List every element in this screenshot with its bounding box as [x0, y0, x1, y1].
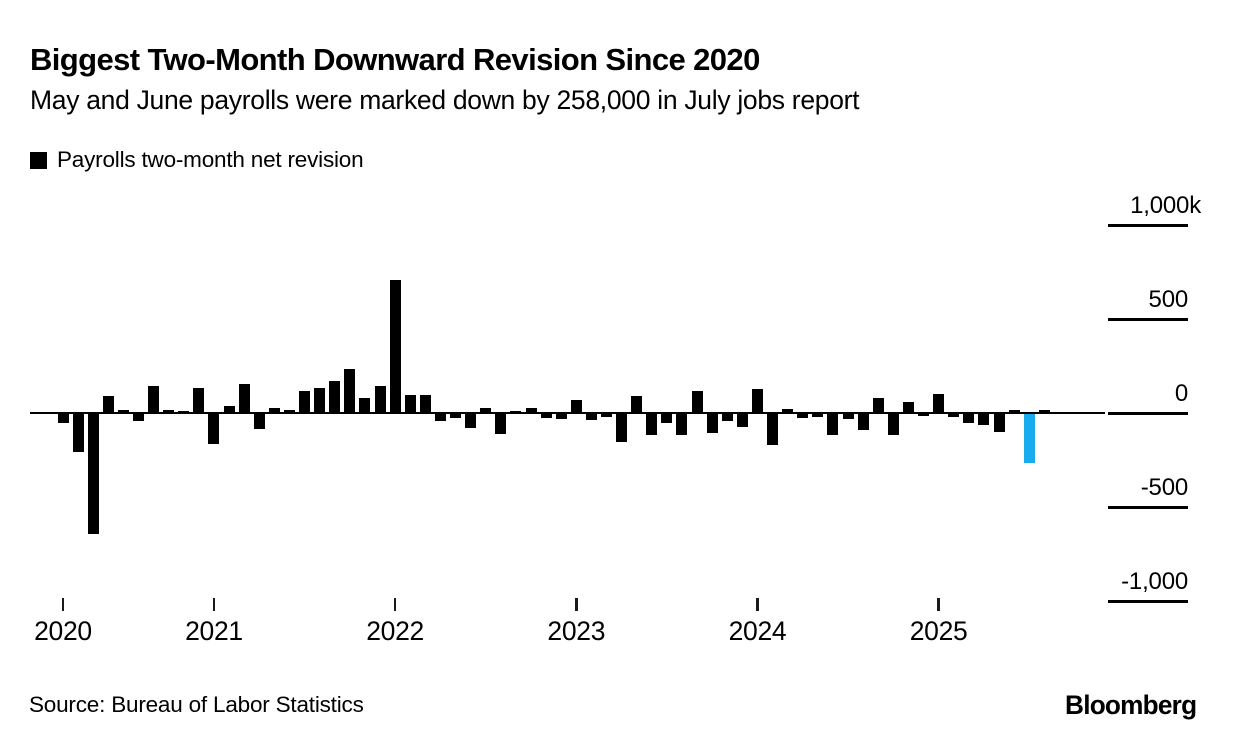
bar — [208, 414, 220, 444]
legend: Payrolls two-month net revision — [30, 147, 364, 172]
bar — [314, 387, 326, 413]
bar — [329, 381, 341, 413]
bar — [495, 414, 507, 435]
bar — [283, 410, 295, 413]
bar — [344, 368, 356, 413]
x-axis-year-label: 2025 — [909, 616, 968, 646]
bar — [450, 414, 462, 419]
x-axis-year-label: 2023 — [547, 616, 606, 646]
bar — [933, 394, 945, 413]
bar — [510, 410, 522, 413]
bar — [299, 390, 311, 413]
bar — [555, 414, 567, 420]
bar — [812, 414, 824, 417]
bar — [57, 414, 69, 424]
bar — [646, 414, 658, 435]
bar — [857, 414, 869, 431]
bar — [736, 414, 748, 428]
highlighted-bar — [1023, 414, 1035, 463]
bar — [1008, 409, 1020, 413]
bar — [404, 395, 416, 413]
bar — [480, 407, 492, 413]
x-axis-year-label: 2022 — [366, 616, 425, 646]
bar — [751, 389, 763, 413]
bloomberg-logo: Bloomberg — [1064, 690, 1197, 720]
bar — [842, 414, 854, 420]
y-tick-line — [1108, 412, 1188, 415]
bar — [87, 414, 99, 535]
bar — [223, 405, 235, 413]
x-axis-year-label: 2024 — [728, 616, 787, 646]
y-tick-line — [1108, 224, 1188, 227]
bar — [676, 414, 688, 435]
y-tick-label: 500 — [1148, 286, 1189, 313]
y-tick-label: -1,000 — [1121, 568, 1188, 595]
bar — [797, 414, 809, 419]
bar — [721, 414, 733, 421]
bar — [72, 414, 84, 452]
x-axis-year-label: 2020 — [34, 616, 92, 646]
bar — [661, 414, 673, 424]
bar — [978, 414, 990, 425]
y-tick-line — [1108, 600, 1188, 603]
bar — [163, 410, 175, 413]
bar — [178, 410, 190, 413]
bar — [238, 383, 250, 413]
y-tick-label: 0 — [1174, 380, 1188, 407]
bar — [268, 407, 280, 413]
bar — [359, 397, 371, 413]
bar — [389, 279, 401, 413]
bar — [616, 414, 628, 442]
x-axis-zero-line — [30, 412, 1105, 414]
bar — [782, 408, 794, 413]
x-axis-tick — [756, 598, 759, 611]
source-credit: Source: Bureau of Labor Statistics — [29, 692, 364, 717]
x-axis-tick — [212, 598, 216, 611]
bar — [148, 385, 160, 413]
bar — [525, 407, 537, 413]
bar — [631, 395, 643, 413]
legend-swatch-icon — [30, 151, 47, 169]
bar — [827, 414, 839, 435]
bar — [570, 399, 582, 413]
page-title: Biggest Two-Month Downward Revision Sinc… — [30, 42, 760, 77]
bar — [600, 414, 612, 418]
bar — [434, 414, 446, 422]
y-tick-line — [1108, 318, 1188, 321]
bar — [193, 387, 205, 413]
bar — [963, 414, 975, 424]
chart-subtitle: May and June payrolls were marked down b… — [30, 85, 860, 115]
bar — [706, 414, 718, 433]
bar — [918, 414, 930, 416]
x-axis-tick — [937, 598, 940, 611]
y-tick-label: -500 — [1140, 474, 1188, 501]
legend-label: Payrolls two-month net revision — [57, 147, 364, 172]
bar — [585, 414, 597, 421]
bar — [132, 414, 144, 422]
bar — [993, 414, 1005, 432]
y-tick-line — [1108, 506, 1188, 509]
x-axis-year-label: 2021 — [185, 616, 243, 646]
x-axis-tick — [61, 598, 65, 611]
bar — [540, 414, 552, 419]
bar — [872, 397, 884, 413]
bar — [1038, 410, 1050, 413]
bar — [253, 414, 265, 429]
bar — [374, 386, 386, 413]
x-axis-tick — [393, 598, 397, 611]
y-tick-label: 1,000k — [1130, 192, 1201, 219]
bar — [767, 414, 779, 446]
bar — [419, 395, 431, 413]
bar — [887, 414, 899, 436]
bar — [902, 402, 914, 413]
bar — [102, 396, 114, 413]
bar — [465, 414, 477, 428]
x-axis-tick — [575, 598, 578, 611]
bar — [117, 409, 129, 413]
bar — [691, 390, 703, 413]
bar — [948, 414, 960, 417]
